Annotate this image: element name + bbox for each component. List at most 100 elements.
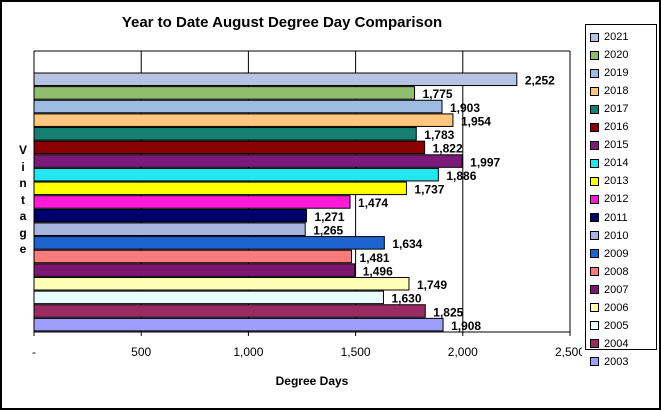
legend-item-2015: 2015: [590, 137, 656, 153]
legend-item-2011: 2011: [590, 210, 656, 226]
legend-label: 2014: [604, 157, 629, 170]
x-axis-label: Degree Days: [275, 374, 349, 388]
legend-label: 2011: [604, 211, 628, 224]
bar-2016: [33, 140, 426, 155]
legend-item-2016: 2016: [590, 119, 656, 135]
x-tick-label: 2,000: [448, 345, 478, 359]
legend-label: 2004: [604, 337, 629, 350]
x-tick-label: 1,000: [233, 345, 263, 359]
data-label-2010: 1,265: [313, 223, 343, 237]
legend-swatch: [590, 249, 599, 259]
bar-2004: [33, 304, 426, 318]
data-label-2012: 1,474: [358, 196, 388, 210]
bar-2007: [33, 263, 356, 277]
legend-item-2008: 2008: [590, 264, 656, 280]
x-tick-label: -: [32, 345, 36, 359]
legend-label: 2010: [604, 229, 629, 242]
data-label-2017: 1,783: [424, 128, 454, 142]
data-label-2013: 1,737: [414, 183, 444, 197]
legend-swatch: [590, 303, 599, 313]
bar-2020: [33, 86, 416, 100]
bar-2011: [33, 208, 308, 223]
legend-swatch: [590, 86, 599, 96]
bar-2012: [33, 195, 351, 209]
data-label-2003: 1,908: [451, 319, 481, 333]
legend-swatch: [590, 104, 599, 114]
legend-swatch: [590, 194, 599, 204]
bar-2005: [33, 290, 384, 305]
legend-item-2017: 2017: [590, 101, 656, 117]
legend-label: 2003: [604, 355, 629, 368]
legend-label: 2013: [604, 175, 629, 188]
bar-2008: [33, 249, 353, 264]
legend-item-2010: 2010: [590, 228, 656, 244]
legend-label: 2018: [604, 85, 629, 98]
data-label-2014: 1,886: [446, 169, 476, 183]
data-label-2007: 1,496: [363, 264, 393, 278]
legend-label: 2016: [604, 121, 629, 134]
legend-swatch: [590, 50, 599, 60]
legend-label: 2020: [604, 49, 629, 62]
bar-2018: [33, 113, 454, 127]
data-label-2004: 1,825: [433, 305, 463, 319]
data-label-2021: 2,252: [525, 74, 555, 88]
legend-item-2019: 2019: [590, 65, 656, 81]
legend-label: 2009: [604, 247, 629, 260]
data-label-2008: 1,481: [360, 251, 390, 265]
legend-swatch: [590, 231, 599, 241]
legend-item-2009: 2009: [590, 246, 656, 262]
legend-item-2007: 2007: [590, 282, 656, 298]
bar-2021: [33, 72, 518, 87]
data-label-2016: 1,822: [433, 142, 463, 156]
legend-item-2005: 2005: [590, 318, 656, 334]
chart-title: Year to Date August Degree Day Compariso…: [121, 14, 443, 31]
legend-swatch: [590, 213, 599, 222]
x-tick-label: 500: [131, 345, 151, 359]
bar-2009: [33, 236, 385, 250]
legend-label: 2012: [604, 193, 629, 206]
legend-swatch: [590, 267, 599, 277]
legend-label: 2017: [604, 103, 629, 116]
bar-2019: [33, 99, 443, 114]
bar-2017: [33, 127, 417, 141]
bar-2003: [33, 317, 444, 332]
bar-2014: [33, 167, 439, 182]
legend-label: 2006: [604, 301, 629, 314]
legend-label: 2019: [604, 67, 629, 80]
legend-swatch: [590, 68, 599, 78]
legend-label: 2005: [604, 319, 629, 332]
data-label-2009: 1,634: [392, 237, 422, 251]
x-tick-label: 1,500: [341, 345, 371, 359]
legend-swatch: [590, 158, 599, 168]
legend-item-2021: 2021: [590, 29, 656, 45]
data-label-2015: 1,997: [470, 155, 500, 169]
legend-swatch: [590, 321, 599, 331]
data-label-2020: 1,775: [423, 87, 453, 101]
legend-label: 2007: [604, 283, 629, 296]
data-label-2005: 1,630: [391, 292, 421, 306]
bar-2015: [33, 154, 463, 168]
legend-item-2006: 2006: [590, 300, 656, 316]
legend-label: 2021: [604, 31, 629, 43]
legend-swatch: [590, 32, 599, 42]
bar-2010: [33, 222, 306, 236]
legend-swatch: [590, 285, 599, 295]
data-label-2006: 1,749: [417, 278, 447, 292]
bar-2013: [33, 181, 407, 196]
legend-item-2004: 2004: [590, 336, 656, 352]
legend-item-2014: 2014: [590, 155, 656, 171]
legend-swatch: [590, 122, 599, 132]
legend-swatch: [590, 140, 599, 150]
legend-swatch: [590, 339, 599, 349]
data-label-2011: 1,271: [315, 210, 345, 224]
legend-item-2018: 2018: [590, 83, 656, 99]
legend-item-2020: 2020: [590, 47, 656, 63]
legend-label: 2015: [604, 139, 629, 152]
legend-item-2013: 2013: [590, 173, 656, 189]
data-label-2018: 1,954: [461, 114, 491, 128]
plot-area: -500 1,000 1,500 2,000 2,5002,2521,7751,9031…: [32, 50, 582, 359]
legend: 2021 2020 2019 2018 2017 2016 2015 2014 2013 2012…: [585, 24, 657, 368]
legend-label: 2008: [604, 265, 629, 278]
